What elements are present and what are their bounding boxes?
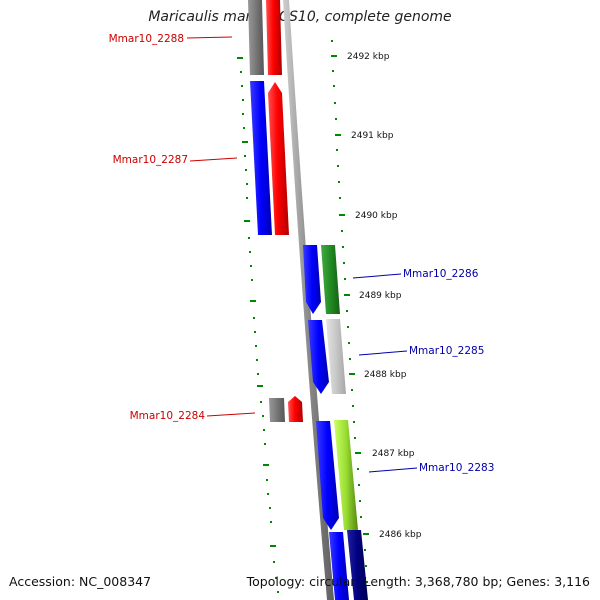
gene-mmar10-2286[interactable]: [321, 245, 340, 314]
gene-grey-small[interactable]: [269, 398, 285, 422]
gene-mmar10-2285[interactable]: [326, 319, 346, 394]
genome-summary-text: Topology: circular; Length: 3,368,780 bp…: [246, 574, 590, 589]
gene-mmar10-2286-blue[interactable]: [303, 245, 321, 314]
scale-label-2490: 2490 kbp: [355, 211, 398, 221]
gene-mmar10-2284[interactable]: [288, 396, 303, 422]
inner-ticks: [237, 57, 279, 593]
gene-mmar10-2287-blue[interactable]: [250, 81, 272, 235]
gene-blue-bottom[interactable]: [329, 532, 349, 600]
gene-navy-bottom[interactable]: [347, 530, 368, 600]
gene-label-mmar10-2285[interactable]: Mmar10_2285: [409, 345, 484, 357]
gene-mmar10-2287[interactable]: [268, 82, 289, 235]
scale-label-2489: 2489 kbp: [359, 291, 402, 301]
scale-label-2488: 2488 kbp: [364, 370, 407, 380]
scale-label-2491: 2491 kbp: [351, 131, 394, 141]
accession-text: Accession: NC_008347: [9, 574, 152, 589]
forward-strand-genes: [248, 0, 303, 422]
gene-label-mmar10-2283[interactable]: Mmar10_2283: [419, 462, 494, 474]
gene-mmar10-2285-blue[interactable]: [308, 320, 329, 394]
scale-labels: 2492 kbp 2491 kbp 2490 kbp 2489 kbp 2488…: [347, 52, 422, 540]
gene-mmar10-2283[interactable]: [334, 420, 358, 530]
gene-label-mmar10-2287[interactable]: Mmar10_2287: [113, 154, 188, 166]
scale-label-2486: 2486 kbp: [379, 530, 422, 540]
scale-label-2492: 2492 kbp: [347, 52, 390, 62]
label-leaders: [186, 36, 418, 473]
reverse-strand-genes: [303, 245, 368, 600]
gene-grey-top[interactable]: [248, 0, 264, 75]
outer-ticks: [331, 40, 369, 583]
gene-label-mmar10-2284[interactable]: Mmar10_2284: [130, 410, 206, 422]
scale-label-2487: 2487 kbp: [372, 449, 415, 459]
gene-labels: Mmar10_2288 Mmar10_2287 Mmar10_2284 Mmar…: [109, 33, 495, 474]
gene-label-mmar10-2286[interactable]: Mmar10_2286: [403, 268, 479, 280]
map-title: Maricaulis maris MCS10, complete genome: [148, 9, 452, 25]
gene-mmar10-2288[interactable]: [266, 0, 282, 75]
gene-mmar10-2283-blue[interactable]: [316, 421, 339, 530]
gene-label-mmar10-2288[interactable]: Mmar10_2288: [109, 33, 184, 45]
